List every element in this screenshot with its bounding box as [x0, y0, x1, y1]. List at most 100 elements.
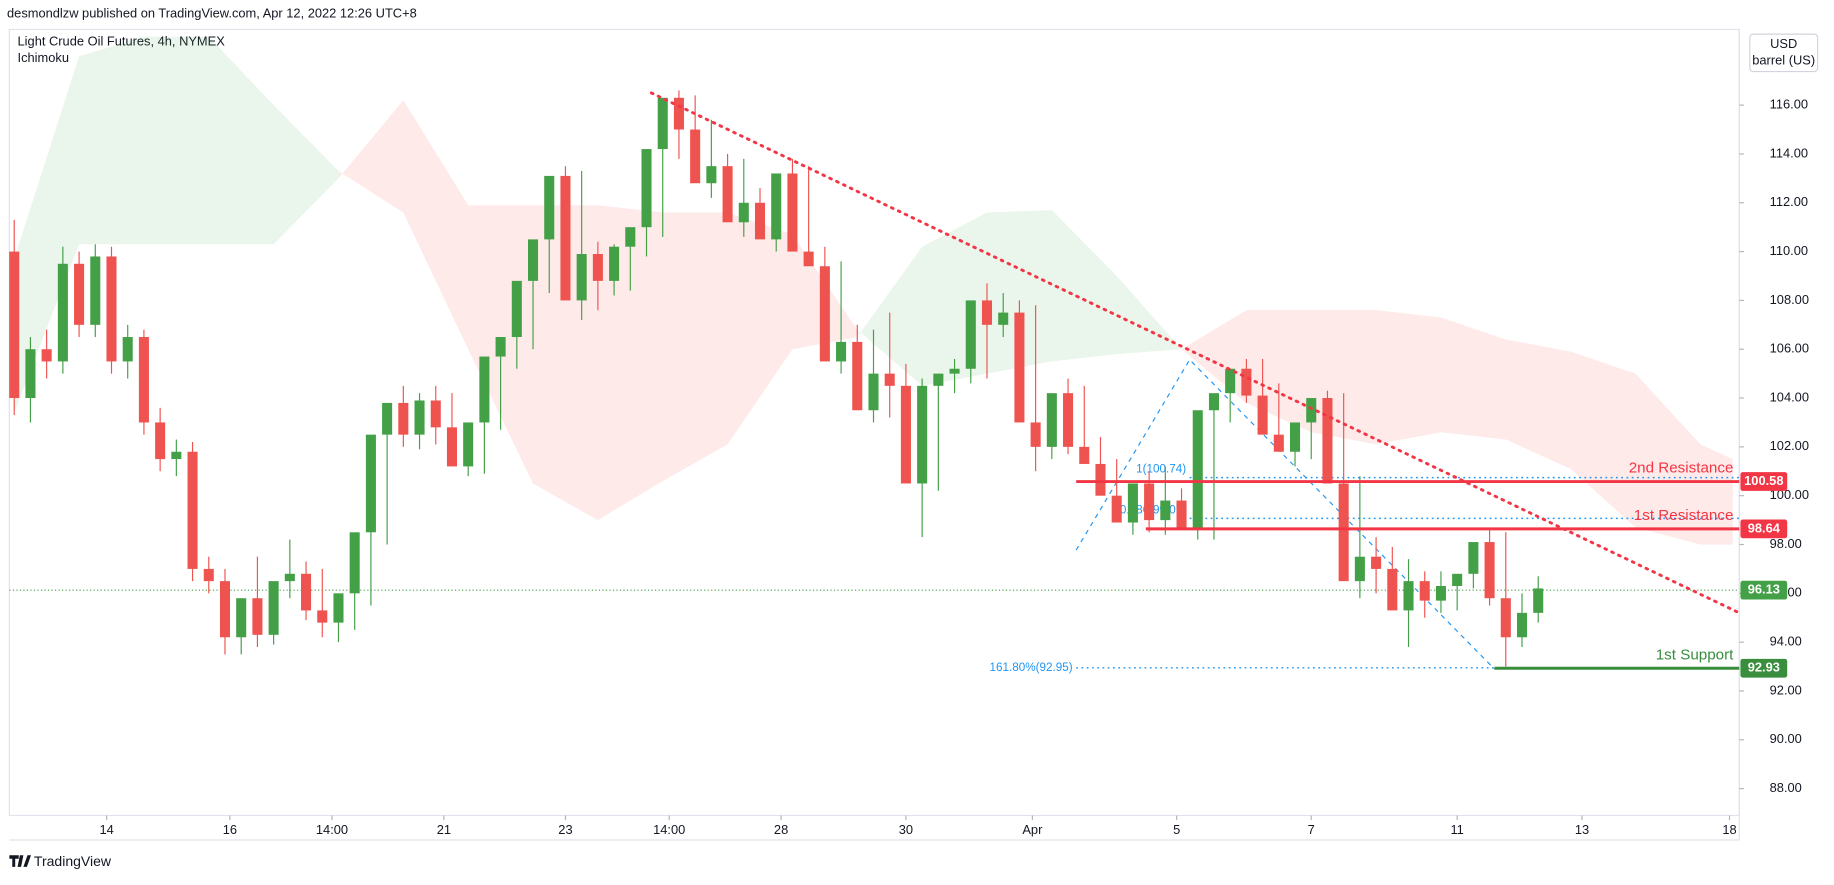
ichimoku-cloud	[14, 56, 80, 413]
candle-body	[1484, 542, 1495, 599]
y-tick-label: 106.00	[1770, 341, 1809, 356]
unit: barrel (US)	[1752, 52, 1815, 67]
candle-body	[868, 373, 879, 411]
ichimoku-cloud	[143, 36, 209, 245]
x-tick-label: 21	[437, 822, 451, 837]
unit-box[interactable]	[1749, 33, 1819, 73]
candle-body	[219, 581, 231, 638]
ichimoku-cloud	[662, 212, 728, 482]
x-tick-label: 14:00	[653, 822, 685, 837]
candle-body	[1371, 556, 1382, 569]
x-tick-label: 23	[558, 822, 572, 837]
price-label-box	[1740, 472, 1788, 491]
candle-body	[1046, 393, 1057, 447]
x-tick-label: Apr	[1022, 822, 1043, 837]
candle-body	[187, 451, 198, 569]
candle-body	[981, 300, 993, 325]
candle-body	[236, 598, 247, 638]
candle-body	[1516, 612, 1528, 638]
candle-body	[609, 246, 620, 281]
candle-body	[511, 280, 522, 338]
y-tick-label: 102.00	[1770, 438, 1809, 453]
candle-body	[268, 581, 279, 635]
price-label: 98.64	[1748, 520, 1781, 535]
candle-body	[706, 166, 717, 184]
candle-body	[155, 422, 166, 460]
level-name: 1st Support	[1656, 646, 1734, 663]
candle-body	[1387, 568, 1398, 611]
trendline	[649, 91, 1741, 615]
level-name: 2nd Resistance	[1629, 460, 1734, 477]
x-tick-label: 11	[1450, 822, 1463, 837]
x-tick-label: 14:00	[316, 822, 348, 837]
ichimoku-cloud	[208, 36, 274, 245]
ichimoku-cloud	[338, 100, 404, 213]
y-tick-label: 98.00	[1770, 536, 1802, 551]
candle-body	[365, 434, 376, 533]
candle-body	[1063, 393, 1074, 447]
y-tick-label: 110.00	[1770, 243, 1808, 258]
fib-label: 1(100.74)	[1136, 463, 1186, 476]
publisher-line: desmondlzw published on TradingView.com,…	[7, 6, 417, 21]
last-price-label: 96.13	[1748, 582, 1780, 597]
candle-body	[203, 568, 214, 582]
candle-body	[1241, 368, 1252, 396]
candle-body	[138, 337, 149, 423]
candle-body	[1176, 500, 1187, 530]
ichimoku-cloud	[1440, 317, 1506, 440]
ichimoku-cloud	[1635, 373, 1701, 545]
ichimoku-cloud	[1570, 351, 1636, 528]
y-tick-label: 90.00	[1770, 731, 1802, 746]
candle-body	[949, 368, 960, 374]
candle-body	[803, 251, 814, 267]
candle-body	[463, 422, 474, 467]
candle-body	[673, 97, 684, 130]
candle-body	[479, 356, 490, 423]
y-tick-label: 88.00	[1770, 780, 1802, 795]
candle-body	[1208, 393, 1219, 411]
candle-body	[1095, 463, 1106, 496]
candle-body	[1225, 368, 1236, 394]
candle-body	[74, 263, 85, 325]
candle-body	[25, 349, 36, 399]
candle-body	[1403, 581, 1414, 611]
currency: USD	[1770, 36, 1797, 51]
candle-body	[560, 175, 571, 301]
candle-body	[9, 251, 20, 399]
candle-body	[90, 256, 101, 325]
candle-body	[284, 573, 295, 582]
candle-body	[414, 400, 425, 435]
candle-body	[722, 166, 733, 223]
x-tick-label: 13	[1575, 822, 1589, 837]
candle-body	[446, 427, 457, 467]
candle-body	[592, 254, 603, 281]
chart-title: Light Crude Oil Futures, 4h, NYMEX	[18, 34, 226, 49]
candle-body	[1452, 573, 1463, 587]
candle-body	[819, 266, 830, 362]
candle-body	[1354, 556, 1365, 582]
candle-body	[430, 400, 441, 428]
candle-body	[900, 385, 911, 484]
candle-body	[544, 175, 555, 240]
ichimoku-cloud	[1376, 310, 1441, 445]
candle-body	[1144, 483, 1155, 521]
candle-body	[301, 573, 312, 611]
candle-body	[1111, 495, 1122, 523]
candle-body	[917, 385, 928, 484]
candle-body	[252, 598, 263, 635]
candle-body	[738, 202, 749, 223]
candle-body	[1192, 410, 1203, 530]
candle-body	[576, 254, 587, 301]
candle-body	[1030, 422, 1041, 447]
candle-body	[349, 532, 360, 594]
brand: TradingView	[34, 853, 112, 869]
candle-body	[1533, 588, 1544, 613]
candle-body	[1290, 422, 1301, 452]
candle-body	[1079, 446, 1090, 464]
ichimoku-cloud	[273, 105, 339, 245]
candle-body	[1127, 483, 1138, 523]
candle-body	[787, 173, 798, 252]
price-label-box	[1740, 519, 1788, 539]
candle-body	[852, 341, 863, 411]
